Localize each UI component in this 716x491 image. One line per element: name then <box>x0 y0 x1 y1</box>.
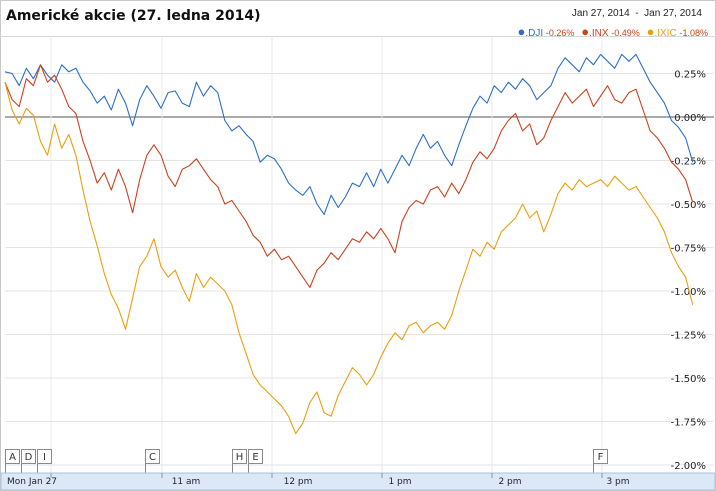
series-line-dji <box>4 53 694 215</box>
news-flag-f[interactable] <box>593 449 608 464</box>
y-tick-label: -1.00% <box>671 287 706 298</box>
news-flag-h[interactable] <box>232 449 247 464</box>
x-tick-label: Mon Jan 27 <box>7 477 57 487</box>
news-flag-label: A <box>9 452 16 463</box>
legend-series-name: .INX <box>589 28 609 39</box>
y-tick-label: -1.25% <box>671 331 706 342</box>
news-flag-label: F <box>598 452 604 463</box>
news-flag-d[interactable] <box>21 449 36 464</box>
legend-dot-icon: ● <box>646 24 655 39</box>
legend-series-change: -0.26% <box>545 28 575 38</box>
legend-item-dji[interactable]: ●.DJI -0.26% <box>517 24 577 39</box>
y-tick-label: -0.75% <box>671 244 706 255</box>
time-axis-bar <box>0 472 716 491</box>
news-flag-label: I <box>43 452 46 463</box>
y-tick-label: -1.75% <box>671 418 706 429</box>
news-flag-e[interactable] <box>248 449 263 464</box>
news-flag-label: C <box>149 452 156 463</box>
x-tick-label: 2 pm <box>498 477 521 487</box>
y-tick-label: 0.25% <box>674 70 706 81</box>
legend-series-name: .DJI <box>525 28 544 39</box>
x-tick-label: 12 pm <box>284 477 313 487</box>
legend-dot-icon: ● <box>517 24 526 39</box>
y-tick-label: -2.00% <box>671 461 706 472</box>
y-tick-label: -1.50% <box>671 374 706 385</box>
x-tick-label: 11 am <box>172 477 201 487</box>
legend-series-change: -1.08% <box>679 28 708 38</box>
legend: ●.DJI -0.26% ●.INX -0.49% ●.IXIC -1.08% <box>513 24 708 39</box>
series-line-inx <box>4 64 694 289</box>
chart-title: Americké akcie (27. ledna 2014) <box>6 8 261 24</box>
y-tick-label: 0.00% <box>674 113 706 124</box>
legend-series-name: .IXIC <box>654 28 677 39</box>
legend-dot-icon: ● <box>581 24 590 39</box>
news-flag-i[interactable] <box>37 449 52 464</box>
legend-item-ixic[interactable]: ●.IXIC -1.08% <box>647 24 708 39</box>
news-flag-label: E <box>252 452 258 463</box>
legend-item-inx[interactable]: ●.INX -0.49% <box>581 24 642 39</box>
x-tick-label: 1 pm <box>388 477 411 487</box>
series-line-ixic <box>4 82 694 435</box>
news-flag-label: D <box>25 452 33 463</box>
y-tick-label: -0.50% <box>671 200 706 211</box>
news-flag-c[interactable] <box>145 449 160 464</box>
y-tick-label: -0.25% <box>671 157 706 168</box>
news-flag-a[interactable] <box>5 449 20 464</box>
date-range: Jan 27, 2014 - Jan 27, 2014 <box>571 8 702 19</box>
legend-series-change: -0.49% <box>611 28 640 38</box>
news-flag-label: H <box>236 452 244 463</box>
x-tick-label: 3 pm <box>606 477 629 487</box>
